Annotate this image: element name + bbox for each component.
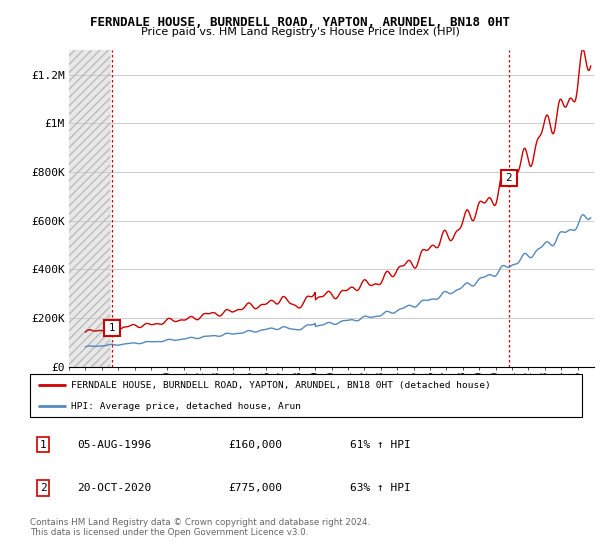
FancyBboxPatch shape xyxy=(30,374,582,417)
Text: FERNDALE HOUSE, BURNDELL ROAD, YAPTON, ARUNDEL, BN18 0HT: FERNDALE HOUSE, BURNDELL ROAD, YAPTON, A… xyxy=(90,16,510,29)
Text: HPI: Average price, detached house, Arun: HPI: Average price, detached house, Arun xyxy=(71,402,301,411)
Text: £160,000: £160,000 xyxy=(229,440,283,450)
Text: Price paid vs. HM Land Registry's House Price Index (HPI): Price paid vs. HM Land Registry's House … xyxy=(140,27,460,37)
Text: Contains HM Land Registry data © Crown copyright and database right 2024.
This d: Contains HM Land Registry data © Crown c… xyxy=(30,518,370,538)
Text: 2: 2 xyxy=(505,173,512,183)
Text: £775,000: £775,000 xyxy=(229,483,283,493)
Text: 63% ↑ HPI: 63% ↑ HPI xyxy=(350,483,411,493)
Text: 20-OCT-2020: 20-OCT-2020 xyxy=(77,483,151,493)
Text: 1: 1 xyxy=(109,323,115,333)
Text: 1: 1 xyxy=(40,440,47,450)
Bar xyxy=(69,50,110,367)
Bar xyxy=(69,50,110,367)
Text: FERNDALE HOUSE, BURNDELL ROAD, YAPTON, ARUNDEL, BN18 0HT (detached house): FERNDALE HOUSE, BURNDELL ROAD, YAPTON, A… xyxy=(71,381,491,390)
Text: 2: 2 xyxy=(40,483,47,493)
Text: 61% ↑ HPI: 61% ↑ HPI xyxy=(350,440,411,450)
Text: 05-AUG-1996: 05-AUG-1996 xyxy=(77,440,151,450)
